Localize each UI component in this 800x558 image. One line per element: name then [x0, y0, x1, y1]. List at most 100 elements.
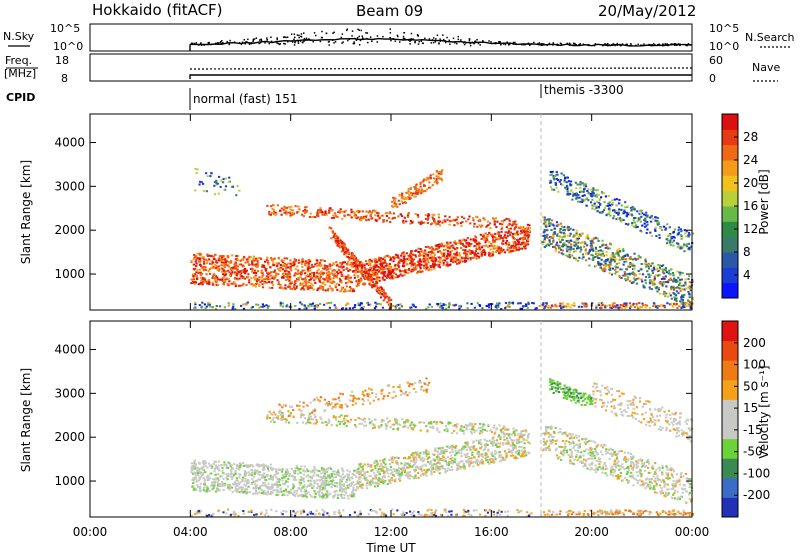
power-cell [436, 264, 438, 266]
nsearch-point [276, 42, 278, 44]
nsearch-point [552, 44, 554, 46]
power-cell [621, 220, 623, 222]
power-cell [338, 244, 340, 246]
power-cell [311, 264, 313, 266]
power-cell [316, 304, 318, 306]
power-cell [622, 305, 624, 307]
nsky-tick-low: 10^0 [53, 40, 83, 53]
power-cell [566, 246, 568, 248]
power-cell [329, 263, 331, 265]
velocity-cell [268, 483, 270, 485]
power-cell [211, 255, 213, 257]
power-cell [232, 303, 234, 305]
nsearch-point [525, 44, 527, 46]
power-cell [465, 260, 467, 262]
power-cell [203, 190, 205, 192]
power-cell [564, 179, 566, 181]
power-cell [275, 275, 277, 277]
power-cell [346, 264, 348, 266]
power-cell [639, 273, 641, 275]
power-cell [304, 277, 306, 279]
power-cell [340, 265, 342, 267]
velocity-cell [336, 486, 338, 488]
power-cell [413, 196, 415, 198]
power-cell [266, 205, 268, 207]
power-cell [580, 246, 582, 248]
power-cell [624, 275, 626, 277]
power-cell [503, 219, 505, 221]
power-cell [453, 224, 455, 226]
power-cell [673, 296, 675, 298]
nsearch-point [476, 39, 478, 41]
power-cell [520, 226, 522, 228]
power-cell [207, 175, 209, 177]
power-cell [543, 223, 545, 225]
velocity-cell [219, 483, 221, 485]
power-cell [302, 270, 304, 272]
power-cell [613, 254, 615, 256]
power-cell [408, 259, 410, 261]
nsearch-point [528, 43, 530, 45]
velocity-cell [313, 480, 315, 482]
power-cell [314, 263, 316, 265]
power-cell [344, 215, 346, 217]
power-cell [411, 250, 413, 252]
velocity-cell [294, 467, 296, 469]
power-cell [486, 305, 488, 307]
power-cell [482, 235, 484, 237]
power-cell [618, 275, 620, 277]
power-cell [649, 282, 651, 284]
power-colorbar-segment [722, 114, 738, 130]
nsearch-point [439, 38, 441, 40]
power-cell [436, 178, 438, 180]
power-cell [442, 259, 444, 261]
power-cell [287, 273, 289, 275]
nsearch-point [259, 39, 261, 41]
power-cell [501, 242, 503, 244]
velocity-cell [349, 479, 351, 481]
power-cell [360, 278, 362, 280]
power-cell [421, 254, 423, 256]
power-cell [296, 265, 298, 267]
power-cell [596, 255, 598, 257]
power-cell [626, 205, 628, 207]
power-cell [235, 284, 237, 286]
power-cell [470, 243, 472, 245]
power-cell [682, 305, 684, 307]
power-cell [358, 263, 360, 265]
power-cell [203, 278, 205, 280]
nsearch-point [276, 37, 278, 39]
power-cell [274, 269, 276, 271]
power-cell [439, 250, 441, 252]
power-cell [619, 250, 621, 252]
power-cell [477, 252, 479, 254]
power-cell [427, 254, 429, 256]
nsearch-point [390, 32, 392, 34]
power-cell [334, 212, 336, 214]
power-cell [604, 306, 606, 308]
power-cell [485, 233, 487, 235]
freq-tick-low: 8 [61, 72, 68, 85]
power-cell [650, 221, 652, 223]
power-cell [278, 257, 280, 259]
power-cell [665, 275, 667, 277]
power-cell [673, 279, 675, 281]
nsearch-point [305, 39, 307, 41]
velocity-cell [279, 469, 281, 471]
power-cell [425, 218, 427, 220]
power-cell [449, 264, 451, 266]
velocity-cell [226, 484, 228, 486]
power-cell [224, 258, 226, 260]
power-cell [307, 271, 309, 273]
power-cell [566, 303, 568, 305]
power-cell [609, 304, 611, 306]
power-cell [270, 257, 272, 259]
power-cell [571, 304, 573, 306]
power-cell [497, 304, 499, 306]
power-cell [367, 273, 369, 275]
power-cell [427, 215, 429, 217]
velocity-cell [221, 467, 223, 469]
nsearch-point [449, 44, 451, 46]
power-cell [240, 305, 242, 307]
power-cell [606, 254, 608, 256]
